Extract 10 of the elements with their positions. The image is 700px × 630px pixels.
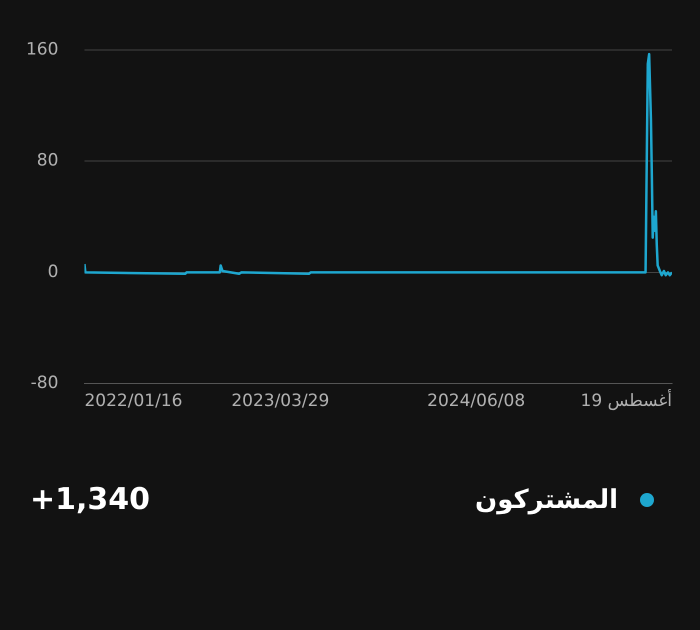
legend-label: المشتركون [475,484,618,514]
y-tick-label: 80 [36,150,58,171]
x-tick-label: 2023/03/29 [231,391,330,412]
y-tick-label: 160 [26,39,58,60]
text: +1,340 [30,482,150,517]
y-tick-label: 0 [48,262,58,282]
x-tick-label: 19 أغسطس [580,389,672,412]
x-tick-label: 2024/06/08 [427,391,526,412]
x-tick-label: 2022/01/16 [84,391,182,412]
y-tick-label: -80 [30,373,58,394]
